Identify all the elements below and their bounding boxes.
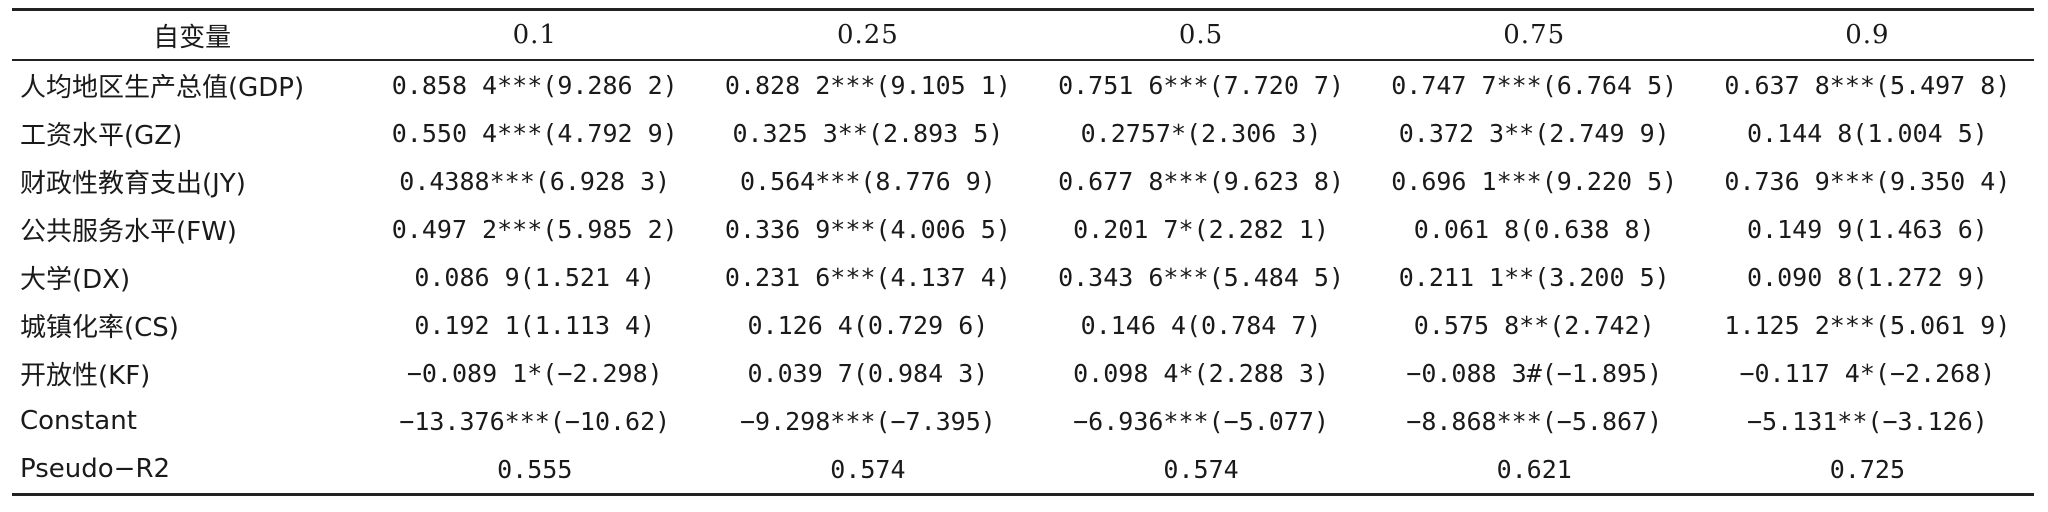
table-cell: 0.336 9***(4.006 5) (724, 214, 1011, 244)
table-cell: 1.125 2***(5.061 9) (1724, 310, 2011, 340)
table-row: 人均地区生产总值(GDP) 0.858 4***(9.286 2) 0.828 … (12, 60, 2034, 109)
table-cell: 0.747 7***(6.764 5) (1391, 70, 1678, 100)
table-body: 人均地区生产总值(GDP) 0.858 4***(9.286 2) 0.828 … (12, 60, 2034, 495)
table-cell: 0.098 4*(2.288 3) (1073, 358, 1329, 388)
table-cell: 0.086 9(1.521 4) (414, 262, 656, 292)
table-row: 大学(DX) 0.086 9(1.521 4) 0.231 6***(4.137… (12, 253, 2034, 301)
table-cell: 0.858 4***(9.286 2) (391, 70, 678, 100)
table-cell: 0.574 (830, 454, 906, 484)
header-row: 自变量 0.1 0.25 0.5 0.75 0.9 (12, 9, 2034, 60)
table-row: Pseudo−R2 0.555 0.574 0.574 0.621 0.725 (12, 445, 2034, 495)
table-cell: 0.564***(8.776 9) (739, 166, 996, 196)
table-cell: 0.736 9***(9.350 4) (1724, 166, 2011, 196)
row-label: Pseudo−R2 (20, 454, 171, 484)
table-cell: −0.117 4*(−2.268) (1739, 358, 1996, 388)
row-label: 公共服务水平(FW) (20, 216, 237, 247)
regression-table-container: 自变量 0.1 0.25 0.5 0.75 0.9 人均地区生产总值(GDP) … (12, 8, 2034, 496)
table-row: Constant −13.376***(−10.62) −9.298***(−7… (12, 397, 2034, 445)
table-cell: 0.372 3**(2.749 9) (1398, 118, 1670, 148)
table-cell: 0.231 6***(4.137 4) (724, 262, 1011, 292)
row-label: Constant (20, 406, 137, 436)
table-cell: 0.575 8**(2.742) (1413, 310, 1655, 340)
table-cell: 0.061 8(0.638 8) (1413, 214, 1655, 244)
table-cell: −8.868***(−5.867) (1406, 406, 1663, 436)
table-cell: 0.149 9(1.463 6) (1746, 214, 1988, 244)
table-row: 城镇化率(CS) 0.192 1(1.113 4) 0.126 4(0.729 … (12, 301, 2034, 349)
row-label: 大学(DX) (20, 264, 131, 295)
table-cell: −0.089 1*(−2.298) (406, 358, 663, 388)
table-cell: 0.2757*(2.306 3) (1080, 118, 1322, 148)
quantile-regression-table: 自变量 0.1 0.25 0.5 0.75 0.9 人均地区生产总值(GDP) … (12, 8, 2034, 496)
table-cell: −9.298***(−7.395) (739, 406, 996, 436)
table-cell: 0.090 8(1.272 9) (1746, 262, 1988, 292)
table-cell: −6.936***(−5.077) (1073, 406, 1329, 436)
table-row: 开放性(KF) −0.089 1*(−2.298) 0.039 7(0.984 … (12, 349, 2034, 397)
table-cell: 0.637 8***(5.497 8) (1724, 70, 2011, 100)
header-quantile-0.1: 0.1 (512, 20, 557, 50)
table-cell: 0.201 7*(2.282 1) (1073, 214, 1329, 244)
table-cell: 0.497 2***(5.985 2) (391, 214, 678, 244)
table-header: 自变量 0.1 0.25 0.5 0.75 0.9 (12, 9, 2034, 60)
table-cell: 0.828 2***(9.105 1) (724, 70, 1011, 100)
row-label: 开放性(KF) (20, 360, 151, 391)
table-row: 财政性教育支出(JY) 0.4388***(6.928 3) 0.564***(… (12, 157, 2034, 205)
table-cell: 0.343 6***(5.484 5) (1058, 262, 1345, 292)
table-row: 工资水平(GZ) 0.550 4***(4.792 9) 0.325 3**(2… (12, 109, 2034, 157)
table-cell: 0.039 7(0.984 3) (747, 358, 989, 388)
table-cell: −5.131**(−3.126) (1746, 406, 1988, 436)
table-cell: 0.211 1**(3.200 5) (1398, 262, 1670, 292)
row-label: 人均地区生产总值(GDP) (20, 72, 305, 103)
row-label: 城镇化率(CS) (20, 312, 179, 343)
table-cell: 0.574 (1163, 454, 1239, 484)
header-variable: 自变量 (153, 22, 232, 53)
table-cell: 0.696 1***(9.220 5) (1391, 166, 1678, 196)
table-row: 公共服务水平(FW) 0.497 2***(5.985 2) 0.336 9**… (12, 205, 2034, 253)
table-cell: 0.555 (497, 454, 573, 484)
table-cell: −0.088 3#(−1.895) (1406, 358, 1663, 388)
table-cell: 0.4388***(6.928 3) (399, 166, 671, 196)
table-cell: 0.550 4***(4.792 9) (391, 118, 678, 148)
table-cell: 0.144 8(1.004 5) (1746, 118, 1988, 148)
table-cell: 0.677 8***(9.623 8) (1058, 166, 1345, 196)
table-cell: 0.751 6***(7.720 7) (1058, 70, 1345, 100)
header-quantile-0.75: 0.75 (1503, 20, 1566, 50)
table-cell: 0.126 4(0.729 6) (747, 310, 989, 340)
table-cell: −13.376***(−10.62) (399, 406, 671, 436)
row-label: 工资水平(GZ) (20, 120, 183, 151)
table-cell: 0.192 1(1.113 4) (414, 310, 656, 340)
table-cell: 0.325 3**(2.893 5) (732, 118, 1004, 148)
table-cell: 0.621 (1496, 454, 1572, 484)
header-quantile-0.25: 0.25 (836, 20, 899, 50)
header-quantile-0.9: 0.9 (1845, 20, 1890, 50)
table-cell: 0.725 (1829, 454, 1906, 484)
table-cell: 0.146 4(0.784 7) (1080, 310, 1322, 340)
header-quantile-0.5: 0.5 (1178, 20, 1224, 50)
row-label: 财政性教育支出(JY) (20, 168, 246, 199)
